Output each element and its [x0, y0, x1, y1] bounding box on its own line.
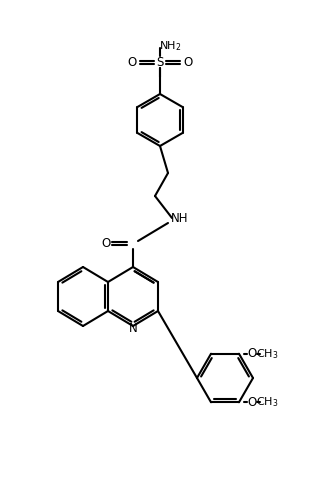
Text: O: O	[247, 396, 257, 409]
Text: CH$_3$: CH$_3$	[256, 347, 278, 361]
Text: O: O	[183, 55, 193, 68]
Text: O: O	[247, 347, 257, 360]
Text: CH$_3$: CH$_3$	[256, 395, 278, 409]
Text: O: O	[127, 55, 137, 68]
Text: S: S	[156, 55, 164, 68]
Text: N: N	[129, 323, 137, 336]
Text: NH: NH	[171, 211, 189, 225]
Text: O: O	[101, 237, 111, 250]
Text: NH$_2$: NH$_2$	[159, 39, 181, 53]
